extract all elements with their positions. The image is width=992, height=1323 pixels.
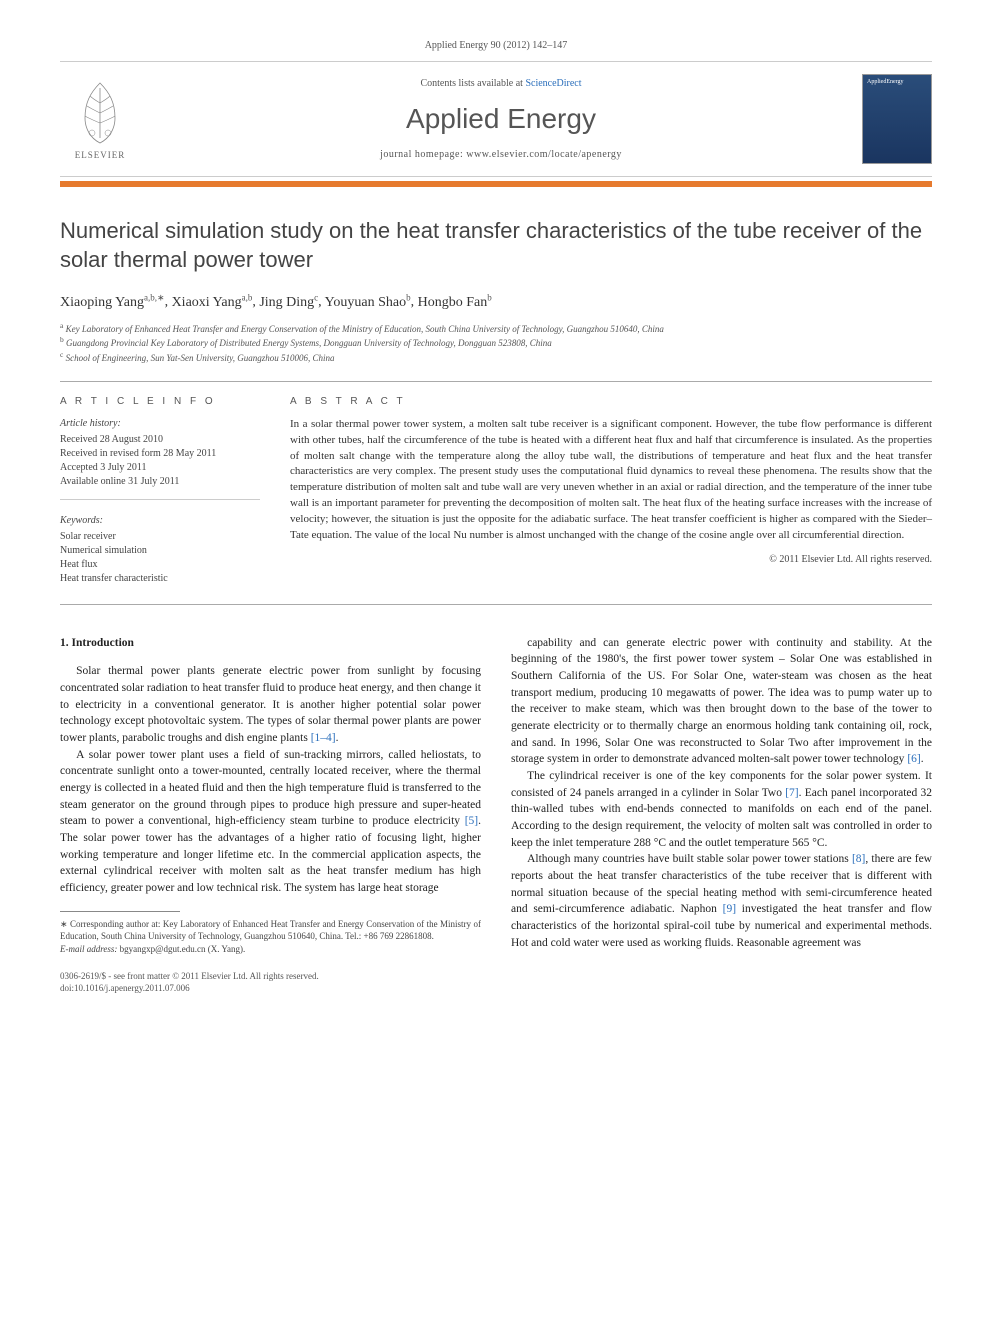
reference-link[interactable]: [6] bbox=[907, 753, 920, 765]
journal-header: ELSEVIER Contents lists available at Sci… bbox=[60, 61, 932, 177]
author: Jing Dingc bbox=[259, 295, 318, 310]
elsevier-tree-icon bbox=[70, 78, 130, 148]
article-info-heading: A R T I C L E I N F O bbox=[60, 396, 260, 407]
reference-link[interactable]: [8] bbox=[852, 853, 865, 865]
footnote-separator bbox=[60, 911, 180, 912]
email-address[interactable]: bgyangxp@dgut.edu.cn bbox=[120, 944, 206, 954]
corresponding-footnote: ∗ Corresponding author at: Key Laborator… bbox=[60, 918, 481, 943]
issn-line: 0306-2619/$ - see front matter © 2011 El… bbox=[60, 971, 481, 983]
abstract: A B S T R A C T In a solar thermal power… bbox=[290, 396, 932, 586]
author: Xiaoxi Yanga,b bbox=[172, 295, 253, 310]
column-right: capability and can generate electric pow… bbox=[511, 635, 932, 995]
abstract-text: In a solar thermal power tower system, a… bbox=[290, 417, 932, 545]
accent-bar bbox=[60, 181, 932, 187]
contents-list-line: Contents lists available at ScienceDirec… bbox=[140, 78, 862, 89]
reference-link[interactable]: [1–4] bbox=[311, 732, 336, 744]
email-label: E-mail address: bbox=[60, 944, 117, 954]
doi-line: doi:10.1016/j.apenergy.2011.07.006 bbox=[60, 983, 481, 995]
homepage-prefix: journal homepage: bbox=[380, 149, 466, 160]
history-line: Received 28 August 2010 bbox=[60, 433, 260, 447]
body-paragraph: capability and can generate electric pow… bbox=[511, 635, 932, 768]
journal-title: Applied Energy bbox=[140, 103, 862, 135]
info-abstract-row: A R T I C L E I N F O Article history: R… bbox=[60, 381, 932, 605]
keyword: Heat transfer characteristic bbox=[60, 572, 260, 586]
sciencedirect-link[interactable]: ScienceDirect bbox=[525, 78, 581, 89]
affiliation: a Key Laboratory of Enhanced Heat Transf… bbox=[60, 321, 932, 336]
keywords-block: Keywords: Solar receiverNumerical simula… bbox=[60, 514, 260, 586]
reference-link[interactable]: [5] bbox=[465, 815, 478, 827]
column-left: 1. Introduction Solar thermal power plan… bbox=[60, 635, 481, 995]
corresp-marker: ∗ bbox=[60, 919, 68, 929]
publisher-name: ELSEVIER bbox=[75, 150, 126, 160]
history-line: Accepted 3 July 2011 bbox=[60, 461, 260, 475]
abstract-copyright: © 2011 Elsevier Ltd. All rights reserved… bbox=[290, 554, 932, 565]
contents-prefix: Contents lists available at bbox=[420, 78, 525, 89]
running-head: Applied Energy 90 (2012) 142–147 bbox=[60, 40, 932, 51]
body-paragraph: Although many countries have built stabl… bbox=[511, 851, 932, 951]
keyword: Solar receiver bbox=[60, 530, 260, 544]
keywords-label: Keywords: bbox=[60, 514, 260, 528]
email-who: (X. Yang). bbox=[208, 944, 246, 954]
history-label: Article history: bbox=[60, 417, 260, 431]
corresp-text: Corresponding author at: Key Laboratory … bbox=[60, 919, 481, 942]
journal-cover-thumb: AppliedEnergy bbox=[862, 74, 932, 164]
author: Xiaoping Yanga,b,∗ bbox=[60, 295, 165, 310]
article-title: Numerical simulation study on the heat t… bbox=[60, 217, 932, 274]
page-root: Applied Energy 90 (2012) 142–147 ELSEVIE… bbox=[0, 0, 992, 1035]
author-list: Xiaoping Yanga,b,∗, Xiaoxi Yanga,b, Jing… bbox=[60, 292, 932, 311]
section-heading-intro: 1. Introduction bbox=[60, 635, 481, 652]
history-block: Article history: Received 28 August 2010… bbox=[60, 417, 260, 500]
affiliations: a Key Laboratory of Enhanced Heat Transf… bbox=[60, 321, 932, 365]
body-paragraph: A solar power tower plant uses a field o… bbox=[60, 747, 481, 897]
history-line: Received in revised form 28 May 2011 bbox=[60, 447, 260, 461]
abstract-heading: A B S T R A C T bbox=[290, 396, 932, 407]
bottom-matter: 0306-2619/$ - see front matter © 2011 El… bbox=[60, 971, 481, 994]
reference-link[interactable]: [7] bbox=[785, 787, 798, 799]
body-paragraph: The cylindrical receiver is one of the k… bbox=[511, 768, 932, 851]
homepage-line: journal homepage: www.elsevier.com/locat… bbox=[140, 149, 862, 160]
affiliation: c School of Engineering, Sun Yat-Sen Uni… bbox=[60, 350, 932, 365]
author: Hongbo Fanb bbox=[418, 295, 492, 310]
cover-thumb-label: AppliedEnergy bbox=[867, 79, 904, 85]
body-columns: 1. Introduction Solar thermal power plan… bbox=[60, 635, 932, 995]
history-line: Available online 31 July 2011 bbox=[60, 475, 260, 489]
header-center: Contents lists available at ScienceDirec… bbox=[140, 78, 862, 160]
keyword: Numerical simulation bbox=[60, 544, 260, 558]
keyword: Heat flux bbox=[60, 558, 260, 572]
email-footnote: E-mail address: bgyangxp@dgut.edu.cn (X.… bbox=[60, 943, 481, 956]
affiliation: b Guangdong Provincial Key Laboratory of… bbox=[60, 335, 932, 350]
article-info: A R T I C L E I N F O Article history: R… bbox=[60, 396, 260, 586]
author: Youyuan Shaob bbox=[325, 295, 411, 310]
publisher-logo: ELSEVIER bbox=[60, 78, 140, 160]
body-paragraph: Solar thermal power plants generate elec… bbox=[60, 663, 481, 746]
homepage-url[interactable]: www.elsevier.com/locate/apenergy bbox=[466, 149, 622, 160]
reference-link[interactable]: [9] bbox=[723, 903, 736, 915]
